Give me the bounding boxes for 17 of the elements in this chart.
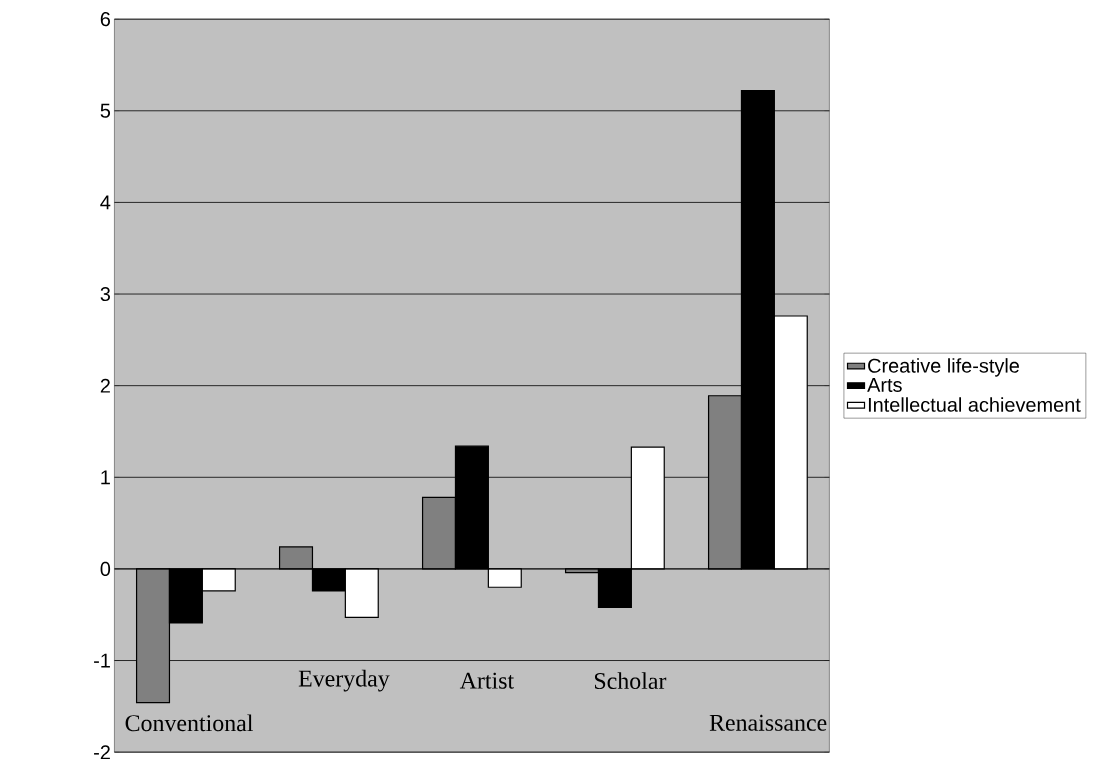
y-tick-label: 5: [100, 103, 111, 118]
y-tick-label: 2: [100, 378, 110, 393]
x-tick-label: Artist: [459, 672, 514, 689]
x-tick-label: Scholar: [594, 672, 667, 690]
legend-label: Creative life-style: [868, 358, 1019, 377]
x-tick-label: Everyday: [298, 669, 390, 692]
y-tick-label: 6: [100, 12, 111, 27]
x-tick-label: Renaissance: [709, 714, 827, 731]
y-tick-label: -2: [94, 745, 110, 760]
x-tick-label: Conventional: [125, 714, 253, 732]
legend-label: Intellectual achievement: [868, 397, 1081, 412]
y-tick-label: 3: [100, 286, 111, 302]
y-tick-label: 0: [100, 561, 111, 576]
legend-label: Arts: [867, 378, 902, 392]
y-tick-label: 4: [100, 195, 111, 210]
y-tick-label: -1: [94, 653, 110, 668]
y-tick-label: 1: [101, 470, 110, 485]
